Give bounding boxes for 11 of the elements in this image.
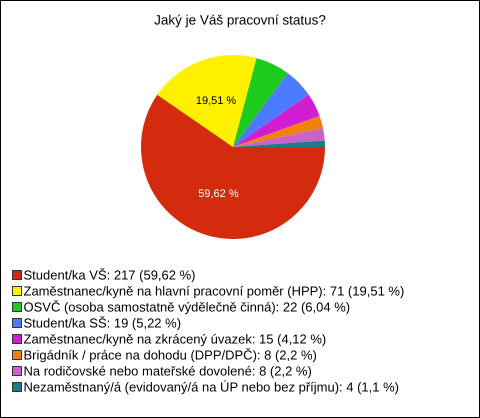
legend-label: Zaměstnanec/kyně na hlavní pracovní poměr (HPP): 71 (19,51 %): [24, 284, 404, 298]
legend-label: Student/ka VŠ: 217 (59,62 %): [24, 268, 196, 282]
legend-label: OSVČ (osoba samostatně výdělečně činná): 22 (6,04 %): [24, 300, 350, 314]
legend-label: Zaměstnanec/kyně na zkrácený úvazek: 15 (4,12 %): [24, 332, 326, 346]
chart-title: Jaký je Váš pracovní status?: [154, 12, 326, 28]
legend-label: Student/ka SŠ: 19 (5,22 %): [24, 316, 182, 330]
data-label: 19,51 %: [196, 95, 236, 108]
legend-label: Na rodičovské nebo mateřské dovolené: 8 (2,2 %): [24, 364, 312, 378]
legend-label: Nezaměstnaný/á (evidovaný/á na ÚP nebo bez příjmu): 4 (1,1 %): [24, 380, 400, 394]
legend-label: Brigádník / práce na dohodu (DPP/DPČ): 8 (2,2 %): [24, 348, 317, 362]
data-label: 59,62 %: [198, 188, 239, 200]
